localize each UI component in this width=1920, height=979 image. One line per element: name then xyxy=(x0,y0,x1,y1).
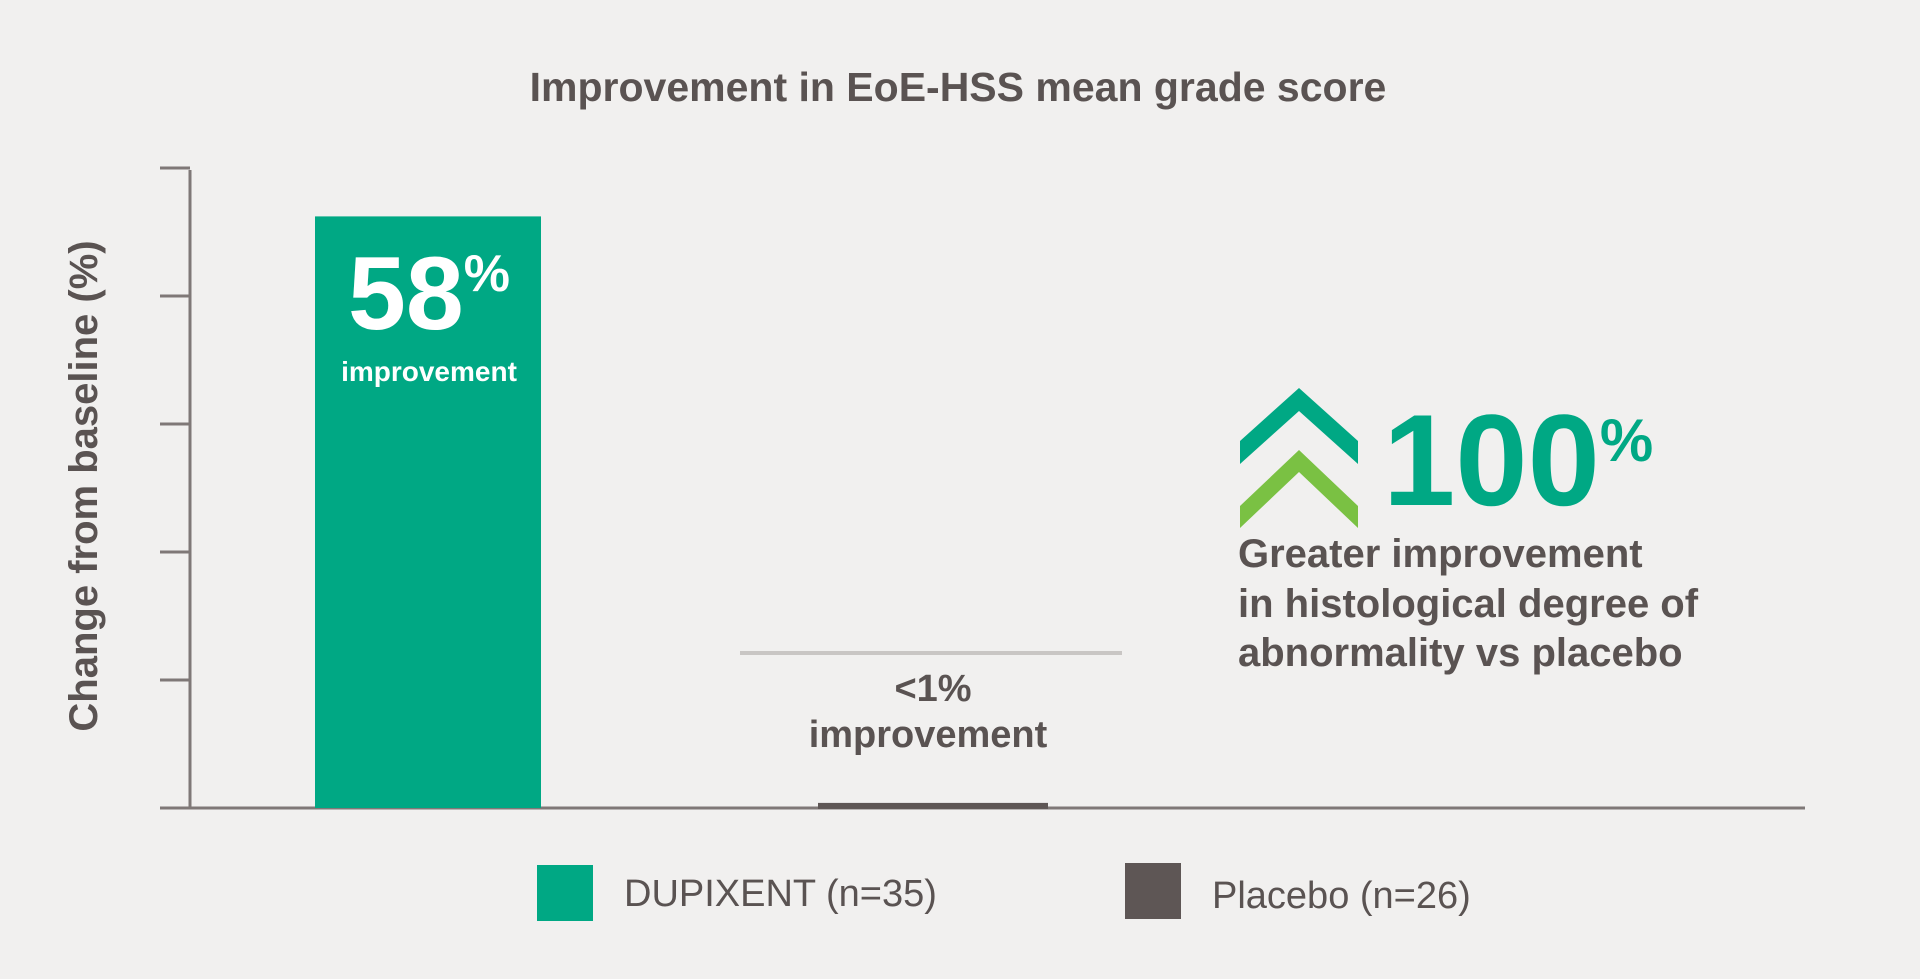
legend-label-dupixent: DUPIXENT (n=35) xyxy=(624,873,937,915)
double-chevron-up-icon xyxy=(1240,388,1358,528)
legend: DUPIXENT (n=35) Placebo (n=26) xyxy=(537,863,1471,921)
chart-title: Improvement in EoE-HSS mean grade score xyxy=(530,64,1387,110)
callout-line-3: abnormality vs placebo xyxy=(1238,631,1683,675)
bar-placebo xyxy=(818,802,1048,809)
callout-line-2: in histological degree of xyxy=(1238,582,1699,626)
legend-swatch-placebo xyxy=(1125,863,1181,919)
dupixent-value-label: 58% xyxy=(348,236,510,352)
bars xyxy=(315,216,1048,809)
placebo-improvement-label: improvement xyxy=(809,714,1048,756)
legend-swatch-dupixent xyxy=(537,865,593,921)
placebo-value-label: <1% xyxy=(894,668,971,710)
dupixent-bar-label: 58% improvement xyxy=(341,236,517,387)
callout-line-1: Greater improvement xyxy=(1238,532,1643,576)
legend-label-placebo: Placebo (n=26) xyxy=(1212,875,1471,917)
bar-dupixent xyxy=(315,216,541,808)
dupixent-improvement-label: improvement xyxy=(341,356,517,387)
callout-value: 100% xyxy=(1383,387,1653,533)
y-axis-label: Change from baseline (%) xyxy=(62,240,106,731)
